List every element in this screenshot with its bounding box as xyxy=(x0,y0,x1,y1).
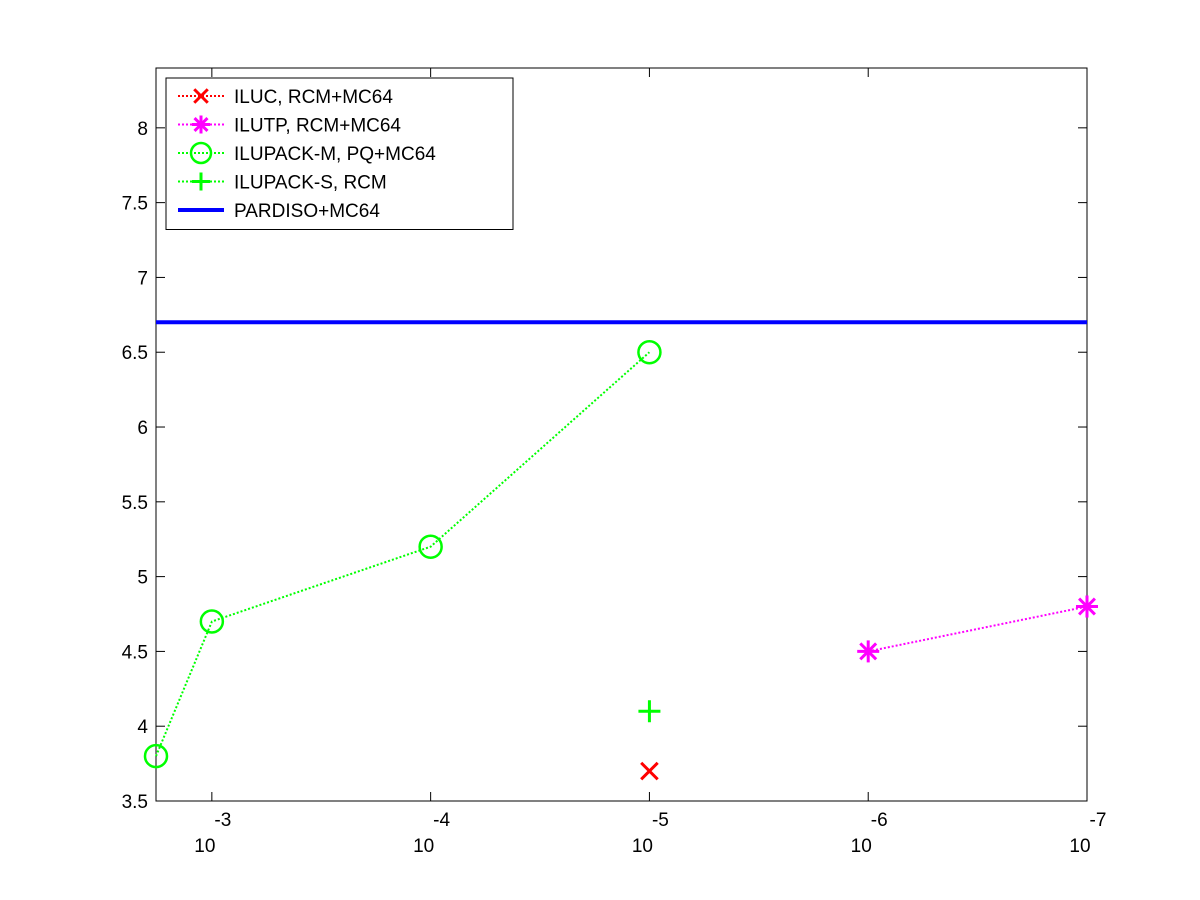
y-tick-label: 6.5 xyxy=(122,343,148,364)
circle-marker xyxy=(143,743,169,769)
y-tick-label: 8 xyxy=(137,119,148,140)
legend-entry: PARDISO+MC64 xyxy=(178,201,380,222)
x-marker xyxy=(640,761,659,781)
x-tick-label-base: 10 xyxy=(851,836,872,857)
x-tick-label-exponent: -5 xyxy=(652,810,669,831)
legend-label: ILUPACK-M, PQ+MC64 xyxy=(234,144,436,165)
y-tick-label: 5 xyxy=(137,568,148,589)
circle-marker xyxy=(418,534,443,559)
series-1 xyxy=(857,595,1098,663)
x-tick-label-base: 10 xyxy=(632,836,653,857)
legend-label: ILUPACK-S, RCM xyxy=(234,173,387,194)
x-tick-label-exponent: -3 xyxy=(214,810,231,831)
legend-entry: ILUPACK-S, RCM xyxy=(178,172,387,194)
y-tick-label: 6 xyxy=(137,418,148,439)
circle-marker xyxy=(637,339,662,365)
legend-label: ILUC, RCM+MC64 xyxy=(234,87,393,108)
series-2 xyxy=(143,339,662,769)
series-0 xyxy=(640,761,659,781)
x-marker xyxy=(193,88,209,104)
circle-marker xyxy=(199,609,225,634)
asterisk-marker xyxy=(1076,595,1098,618)
y-tick-label: 3.5 xyxy=(122,792,148,813)
asterisk-marker xyxy=(857,640,880,663)
plus-marker xyxy=(192,172,210,191)
x-tick-label-exponent: -6 xyxy=(871,810,888,831)
legend: ILUC, RCM+MC64 ILUTP, RCM+MC64 ILUPACK-M, … xyxy=(165,77,514,230)
series-line xyxy=(155,351,651,757)
x-tick-label-base: 10 xyxy=(413,836,434,857)
plus-marker xyxy=(638,700,661,723)
x-tick-label-exponent: -4 xyxy=(433,810,450,831)
series-3 xyxy=(638,700,661,723)
legend-entry: ILUC, RCM+MC64 xyxy=(178,87,393,108)
legend-label: PARDISO+MC64 xyxy=(234,201,380,222)
series-line xyxy=(867,605,1088,653)
y-tick-label: 4 xyxy=(137,717,148,738)
asterisk-marker xyxy=(192,115,210,134)
legend-entry: ILUPACK-M, PQ+MC64 xyxy=(178,141,436,165)
x-tick-label-base: 10 xyxy=(1069,836,1090,857)
y-tick-label: 7.5 xyxy=(122,194,148,215)
x-tick-label-exponent: -7 xyxy=(1090,810,1107,831)
legend-entry: ILUTP, RCM+MC64 xyxy=(178,115,401,137)
x-tick-label-base: 10 xyxy=(194,836,215,857)
circle-marker xyxy=(189,141,213,165)
y-tick-label: 5.5 xyxy=(122,493,148,514)
axis-ticks: 10-310-410-510-610-73.544.555.566.577.58 xyxy=(122,68,1107,857)
legend-label: ILUTP, RCM+MC64 xyxy=(234,116,401,137)
y-tick-label: 7 xyxy=(137,268,148,289)
y-tick-label: 4.5 xyxy=(122,642,148,663)
series-layer xyxy=(143,320,1098,781)
